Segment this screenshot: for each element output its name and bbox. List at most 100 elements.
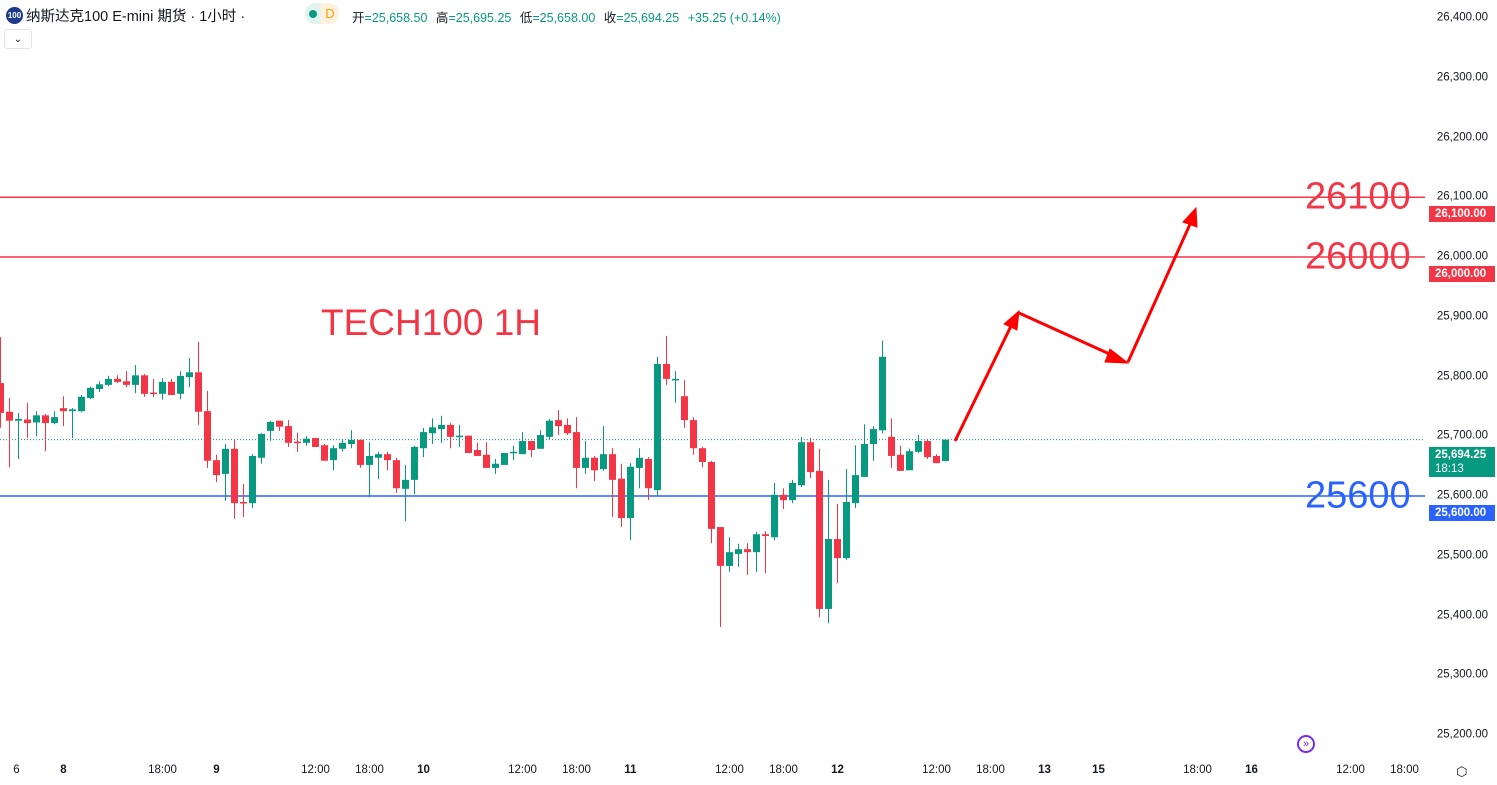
candle[interactable] <box>816 448 823 618</box>
candle[interactable] <box>672 371 679 403</box>
candle[interactable] <box>807 438 814 479</box>
status-pills[interactable]: D <box>305 3 339 24</box>
candle[interactable] <box>78 395 85 413</box>
candle[interactable] <box>6 398 13 468</box>
candle[interactable] <box>852 445 859 508</box>
candle[interactable] <box>177 371 184 400</box>
data-badge[interactable]: D <box>321 3 339 24</box>
candle[interactable] <box>609 448 616 517</box>
candle[interactable] <box>537 430 544 449</box>
candle[interactable] <box>744 543 751 575</box>
candle[interactable] <box>24 402 31 439</box>
candle[interactable] <box>519 432 526 455</box>
candle[interactable] <box>834 503 841 584</box>
candle[interactable] <box>591 455 598 482</box>
candle[interactable] <box>96 381 103 393</box>
candle[interactable] <box>753 531 760 572</box>
candle[interactable] <box>564 418 571 436</box>
candle[interactable] <box>366 442 373 498</box>
candle[interactable] <box>420 427 427 458</box>
candle[interactable] <box>762 531 769 574</box>
candle[interactable] <box>186 357 193 388</box>
candle[interactable] <box>906 448 913 471</box>
candle[interactable] <box>528 441 535 458</box>
market-open-status[interactable] <box>305 3 321 24</box>
candle[interactable] <box>654 356 661 496</box>
candle[interactable] <box>798 436 805 488</box>
candle[interactable] <box>771 482 778 541</box>
candle[interactable] <box>69 408 76 439</box>
candle[interactable] <box>402 464 409 522</box>
candle[interactable] <box>510 445 517 461</box>
candle[interactable] <box>546 418 553 440</box>
candle[interactable] <box>573 417 580 489</box>
candle[interactable] <box>213 454 220 483</box>
candle[interactable] <box>249 454 256 508</box>
candle[interactable] <box>933 454 940 464</box>
candle[interactable] <box>330 445 337 471</box>
candle[interactable] <box>699 447 706 468</box>
projection-arrows[interactable] <box>953 206 1198 442</box>
candle[interactable] <box>942 439 949 462</box>
candle[interactable] <box>456 424 463 448</box>
candle[interactable] <box>717 527 724 627</box>
candle[interactable] <box>582 441 589 474</box>
candle[interactable] <box>60 396 67 427</box>
candle[interactable] <box>231 439 238 519</box>
candle[interactable] <box>861 424 868 477</box>
candle[interactable] <box>348 430 355 449</box>
candle[interactable] <box>726 537 733 572</box>
candle[interactable] <box>375 451 382 480</box>
candle[interactable] <box>150 378 157 397</box>
symbol-header[interactable]: 100 纳斯达克100 E-mini 期货 · 1小时 · <box>6 5 245 26</box>
settings-icon[interactable]: ⬡ <box>1456 764 1468 779</box>
candle[interactable] <box>321 444 328 461</box>
candle[interactable] <box>843 469 850 560</box>
candle[interactable] <box>429 418 436 445</box>
candle[interactable] <box>681 380 688 428</box>
candle[interactable] <box>294 432 301 452</box>
goto-realtime-icon[interactable]: » <box>1297 735 1315 753</box>
candle[interactable] <box>384 451 391 471</box>
candle[interactable] <box>33 411 40 437</box>
candle[interactable] <box>240 484 247 517</box>
candle[interactable] <box>312 438 319 448</box>
candle[interactable] <box>159 378 166 400</box>
candle[interactable] <box>141 374 148 397</box>
candle[interactable] <box>195 341 202 425</box>
candle[interactable] <box>258 433 265 464</box>
candle[interactable] <box>276 420 283 431</box>
price-axis[interactable]: 26,400.00 26,300.00 26,200.00 26,100.00 26,0… <box>1425 0 1497 755</box>
candle[interactable] <box>924 439 931 459</box>
candle[interactable] <box>870 426 877 461</box>
candle[interactable] <box>645 457 652 501</box>
candle[interactable] <box>447 423 454 449</box>
candle[interactable] <box>888 418 895 468</box>
candle[interactable] <box>339 439 346 452</box>
candle[interactable] <box>357 439 364 468</box>
candle[interactable] <box>168 378 175 396</box>
candle[interactable] <box>618 463 625 528</box>
candle[interactable] <box>501 452 508 465</box>
candle[interactable] <box>708 460 715 544</box>
chart-note-text[interactable]: TECH100 1H <box>321 302 542 343</box>
candle[interactable] <box>222 444 229 501</box>
candle[interactable] <box>132 365 139 394</box>
candle[interactable] <box>690 417 697 455</box>
candle[interactable] <box>204 390 211 468</box>
symbol-title[interactable]: 纳斯达克100 E-mini 期货 · 1小时 · <box>26 9 246 25</box>
candle[interactable] <box>114 375 121 384</box>
candle[interactable] <box>474 442 481 456</box>
candle[interactable] <box>780 488 787 510</box>
candle[interactable] <box>915 435 922 453</box>
candle[interactable] <box>15 412 22 459</box>
candle[interactable] <box>411 445 418 495</box>
candle[interactable] <box>393 457 400 494</box>
candle[interactable] <box>483 442 490 468</box>
candle[interactable] <box>105 375 112 387</box>
candle[interactable] <box>438 415 445 443</box>
candle[interactable] <box>465 435 472 453</box>
candle[interactable] <box>825 479 832 624</box>
candle[interactable] <box>789 479 796 504</box>
candle[interactable] <box>285 420 292 448</box>
